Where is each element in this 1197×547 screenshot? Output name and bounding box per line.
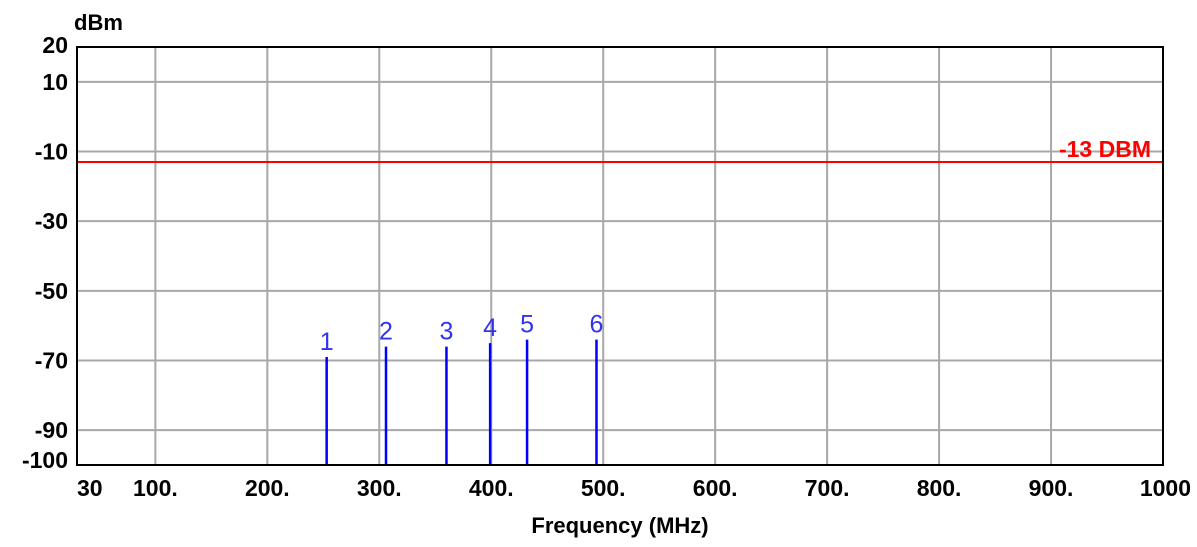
x-tick-label: 800. [917,475,962,501]
marker-label: 4 [483,314,497,342]
x-tick-label: 100. [133,475,178,501]
x-tick-label: 500. [581,475,626,501]
grid-lines [77,47,1163,465]
y-tick-label: -70 [35,348,68,374]
marker-label: 5 [520,311,534,339]
x-tick-labels: 30 100. 200. 300. 400. 500. 600. 700. 800. 900. 10… [77,475,1191,501]
limit-line-label: -13 DBM [1059,136,1151,162]
y-axis-label: dBm [74,10,123,35]
y-tick-label: -30 [35,208,68,234]
x-tick-label: 30 [77,475,103,501]
x-tick-label: 200. [245,475,290,501]
x-tick-label: 400. [469,475,514,501]
y-tick-label: -90 [35,417,68,443]
y-tick-label: 10 [42,69,68,95]
marker-label: 2 [379,318,393,346]
y-tick-label: -100 [22,447,68,473]
x-tick-label: 300. [357,475,402,501]
y-tick-label: -50 [35,278,68,304]
x-tick-label: 600. [693,475,738,501]
y-tick-label: 20 [42,32,68,58]
x-tick-label: 1000 [1140,475,1191,501]
x-tick-label: 900. [1029,475,1074,501]
marker-label: 1 [320,328,334,356]
limit-line-group: -13 DBM [77,136,1163,163]
y-tick-label: -10 [35,139,68,165]
marker-label: 6 [590,311,604,339]
plot-frame [76,46,1164,466]
y-tick-labels: 20 10 -10 -30 -50 -70 -90 -100 [22,32,68,473]
marker-label: 3 [440,318,454,346]
x-axis-label: Frequency (MHz) [531,513,708,538]
x-tick-label: 700. [805,475,850,501]
